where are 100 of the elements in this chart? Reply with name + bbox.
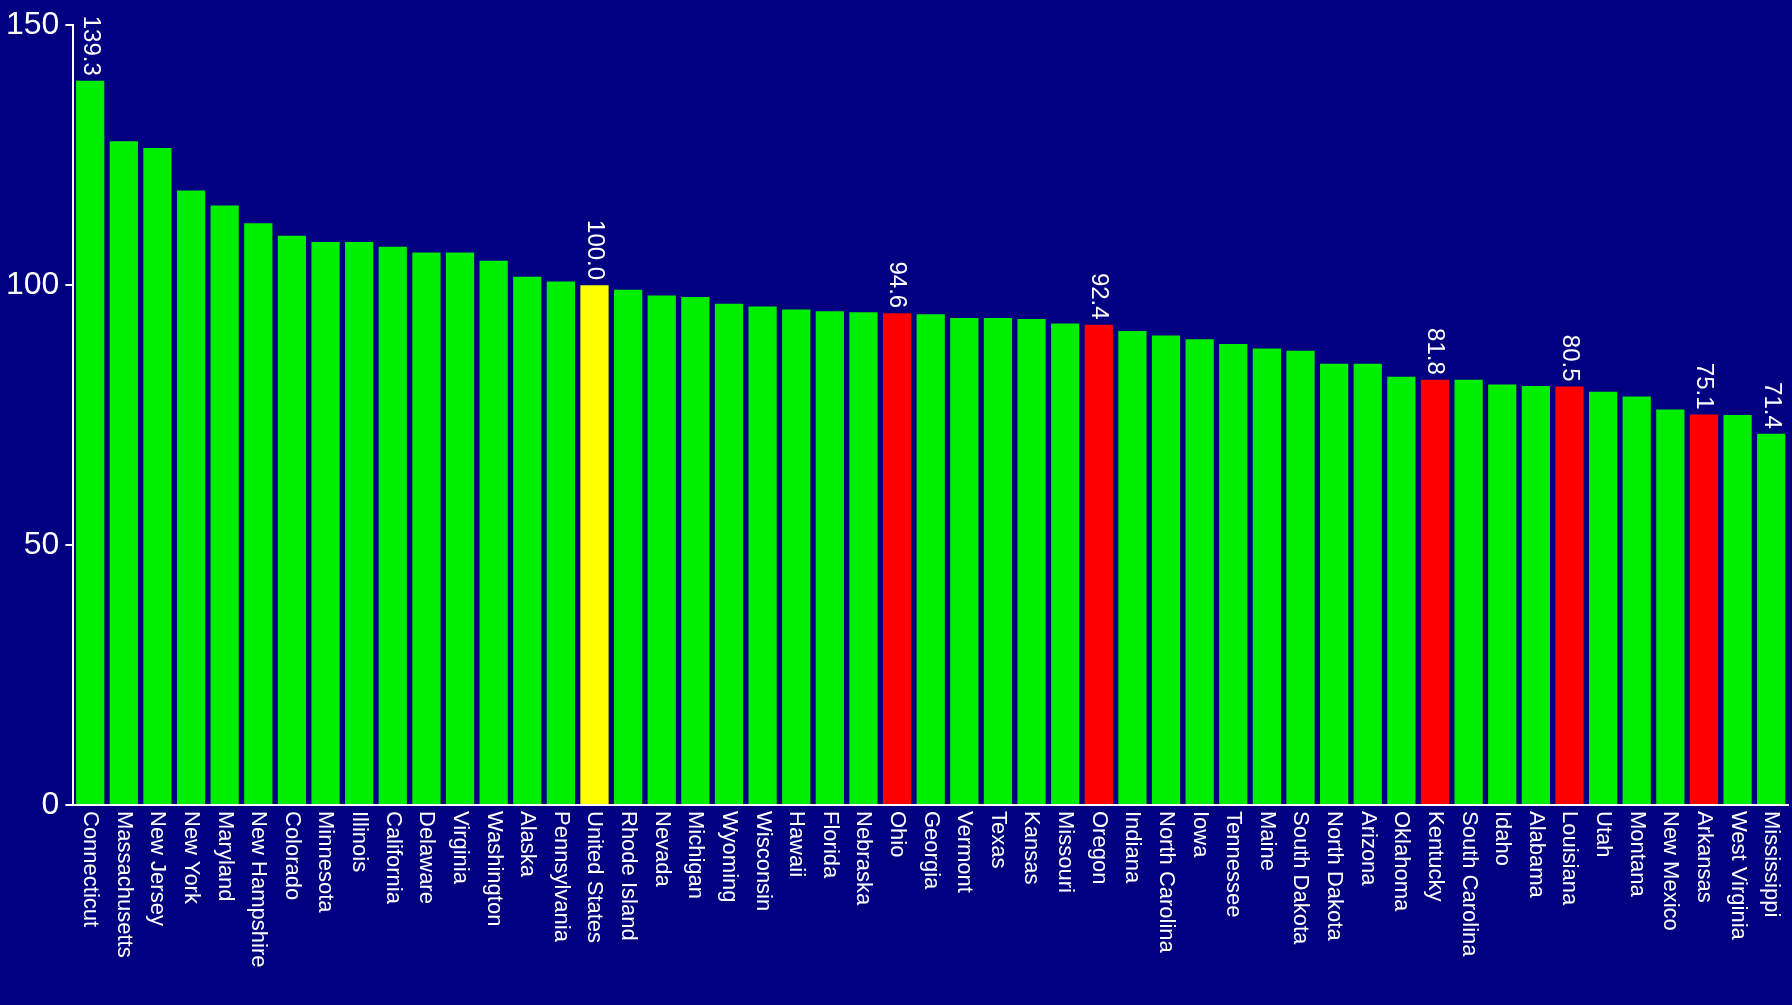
x-tick-label: Colorado (280, 811, 306, 901)
x-tick-label: Wyoming (717, 811, 743, 903)
x-tick-label: New Hampshire (247, 811, 273, 968)
x-tick-label: Michigan (684, 811, 710, 900)
y-tick-label: 100 (6, 264, 60, 301)
bar (345, 241, 374, 804)
x-tick-label: Maine (1255, 811, 1281, 871)
x-tick-label: Arkansas (1692, 811, 1718, 903)
bar (1051, 323, 1080, 804)
x-tick-label: Connecticut (79, 811, 105, 928)
bar (210, 205, 239, 804)
bar (546, 281, 575, 804)
bar (849, 312, 878, 804)
bar (445, 252, 475, 804)
y-tick-label: 0 (41, 784, 60, 821)
bar (1622, 396, 1651, 804)
x-tick-label: Illinois (348, 811, 374, 873)
bar (109, 141, 138, 804)
bar (1420, 379, 1450, 804)
x-tick-label: Tennessee (1222, 811, 1248, 918)
bar (681, 297, 710, 804)
data-label: 139.3 (78, 15, 106, 76)
bar (1454, 379, 1483, 804)
bar (244, 223, 273, 804)
bar (714, 303, 744, 804)
x-tick-label: Rhode Island (617, 811, 643, 941)
x-tick-label: Arizona (1356, 811, 1382, 887)
bar (1656, 409, 1685, 804)
bar (479, 260, 508, 804)
data-label: 92.4 (1087, 272, 1115, 320)
x-tick-label: Kansas (1020, 811, 1046, 885)
bar (378, 246, 407, 804)
bar (1521, 385, 1550, 804)
bar (1320, 363, 1349, 804)
x-tick-label: Iowa (1188, 811, 1214, 859)
bar (1017, 318, 1046, 804)
bar (647, 295, 676, 804)
data-label: 75.1 (1692, 362, 1720, 410)
x-tick-label: Washington (482, 811, 508, 927)
data-label: 100.0 (582, 220, 610, 281)
x-tick-label: Nevada (650, 811, 676, 888)
bar (983, 317, 1013, 804)
bar (1689, 414, 1719, 804)
bar (916, 314, 945, 804)
x-tick-label: Florida (818, 811, 844, 880)
bar (412, 252, 441, 804)
x-tick-label: Montana (1625, 811, 1651, 898)
x-tick-label: Missouri (1054, 811, 1080, 893)
x-tick-label: Oregon (1087, 811, 1113, 885)
x-tick-label: Nebraska (852, 811, 878, 906)
x-tick-label: Utah (1592, 811, 1618, 858)
x-tick-label: South Dakota (1289, 811, 1315, 946)
x-tick-label: Oklahoma (1390, 811, 1416, 913)
x-tick-label: New Mexico (1659, 811, 1685, 931)
x-tick-label: Pennsylvania (549, 811, 575, 943)
bar (1588, 391, 1618, 804)
data-label: 71.4 (1759, 382, 1787, 429)
bar (1151, 335, 1181, 804)
bar (513, 276, 542, 804)
x-tick-label: Delaware (415, 811, 441, 904)
x-tick-label: South Carolina (1457, 811, 1483, 958)
x-tick-label: Ohio (886, 811, 912, 858)
x-tick-label: Minnesota (314, 811, 340, 914)
bar (76, 80, 105, 804)
bar (748, 306, 777, 804)
x-tick-label: Mississippi (1760, 811, 1786, 918)
x-tick-label: Idaho (1491, 811, 1517, 867)
bar (1185, 339, 1214, 804)
x-tick-label: Kentucky (1423, 811, 1449, 902)
x-tick-label: Georgia (919, 811, 945, 891)
bar (950, 317, 979, 804)
bar (277, 235, 307, 804)
bar (176, 190, 206, 804)
bar (1084, 324, 1113, 804)
x-tick-label: Massachusetts (112, 811, 138, 958)
x-tick-label: Alaska (516, 811, 542, 878)
bar (580, 285, 609, 804)
bar (782, 309, 811, 804)
x-tick-label: United States (583, 811, 609, 944)
x-tick-label: West Virginia (1726, 811, 1752, 941)
bar (815, 311, 844, 804)
bar (1555, 386, 1584, 804)
data-label: 94.6 (885, 261, 913, 309)
x-tick-label: North Carolina (1154, 811, 1180, 954)
bar (1757, 433, 1786, 804)
data-label: 80.5 (1557, 334, 1585, 382)
data-label: 81.8 (1423, 328, 1451, 375)
x-tick-label: North Dakota (1323, 811, 1349, 942)
bar (1387, 376, 1416, 804)
x-tick-label: Alabama (1524, 811, 1550, 899)
bar (1353, 363, 1382, 804)
x-tick-label: Vermont (953, 811, 979, 893)
x-tick-label: Wisconsin (751, 811, 777, 912)
x-tick-label: California (381, 811, 407, 905)
bar (1252, 348, 1282, 804)
bar (614, 289, 643, 804)
bar (1488, 384, 1517, 804)
x-tick-label: Texas (986, 811, 1012, 869)
bar (1723, 415, 1752, 804)
x-tick-label: Indiana (1121, 811, 1147, 884)
